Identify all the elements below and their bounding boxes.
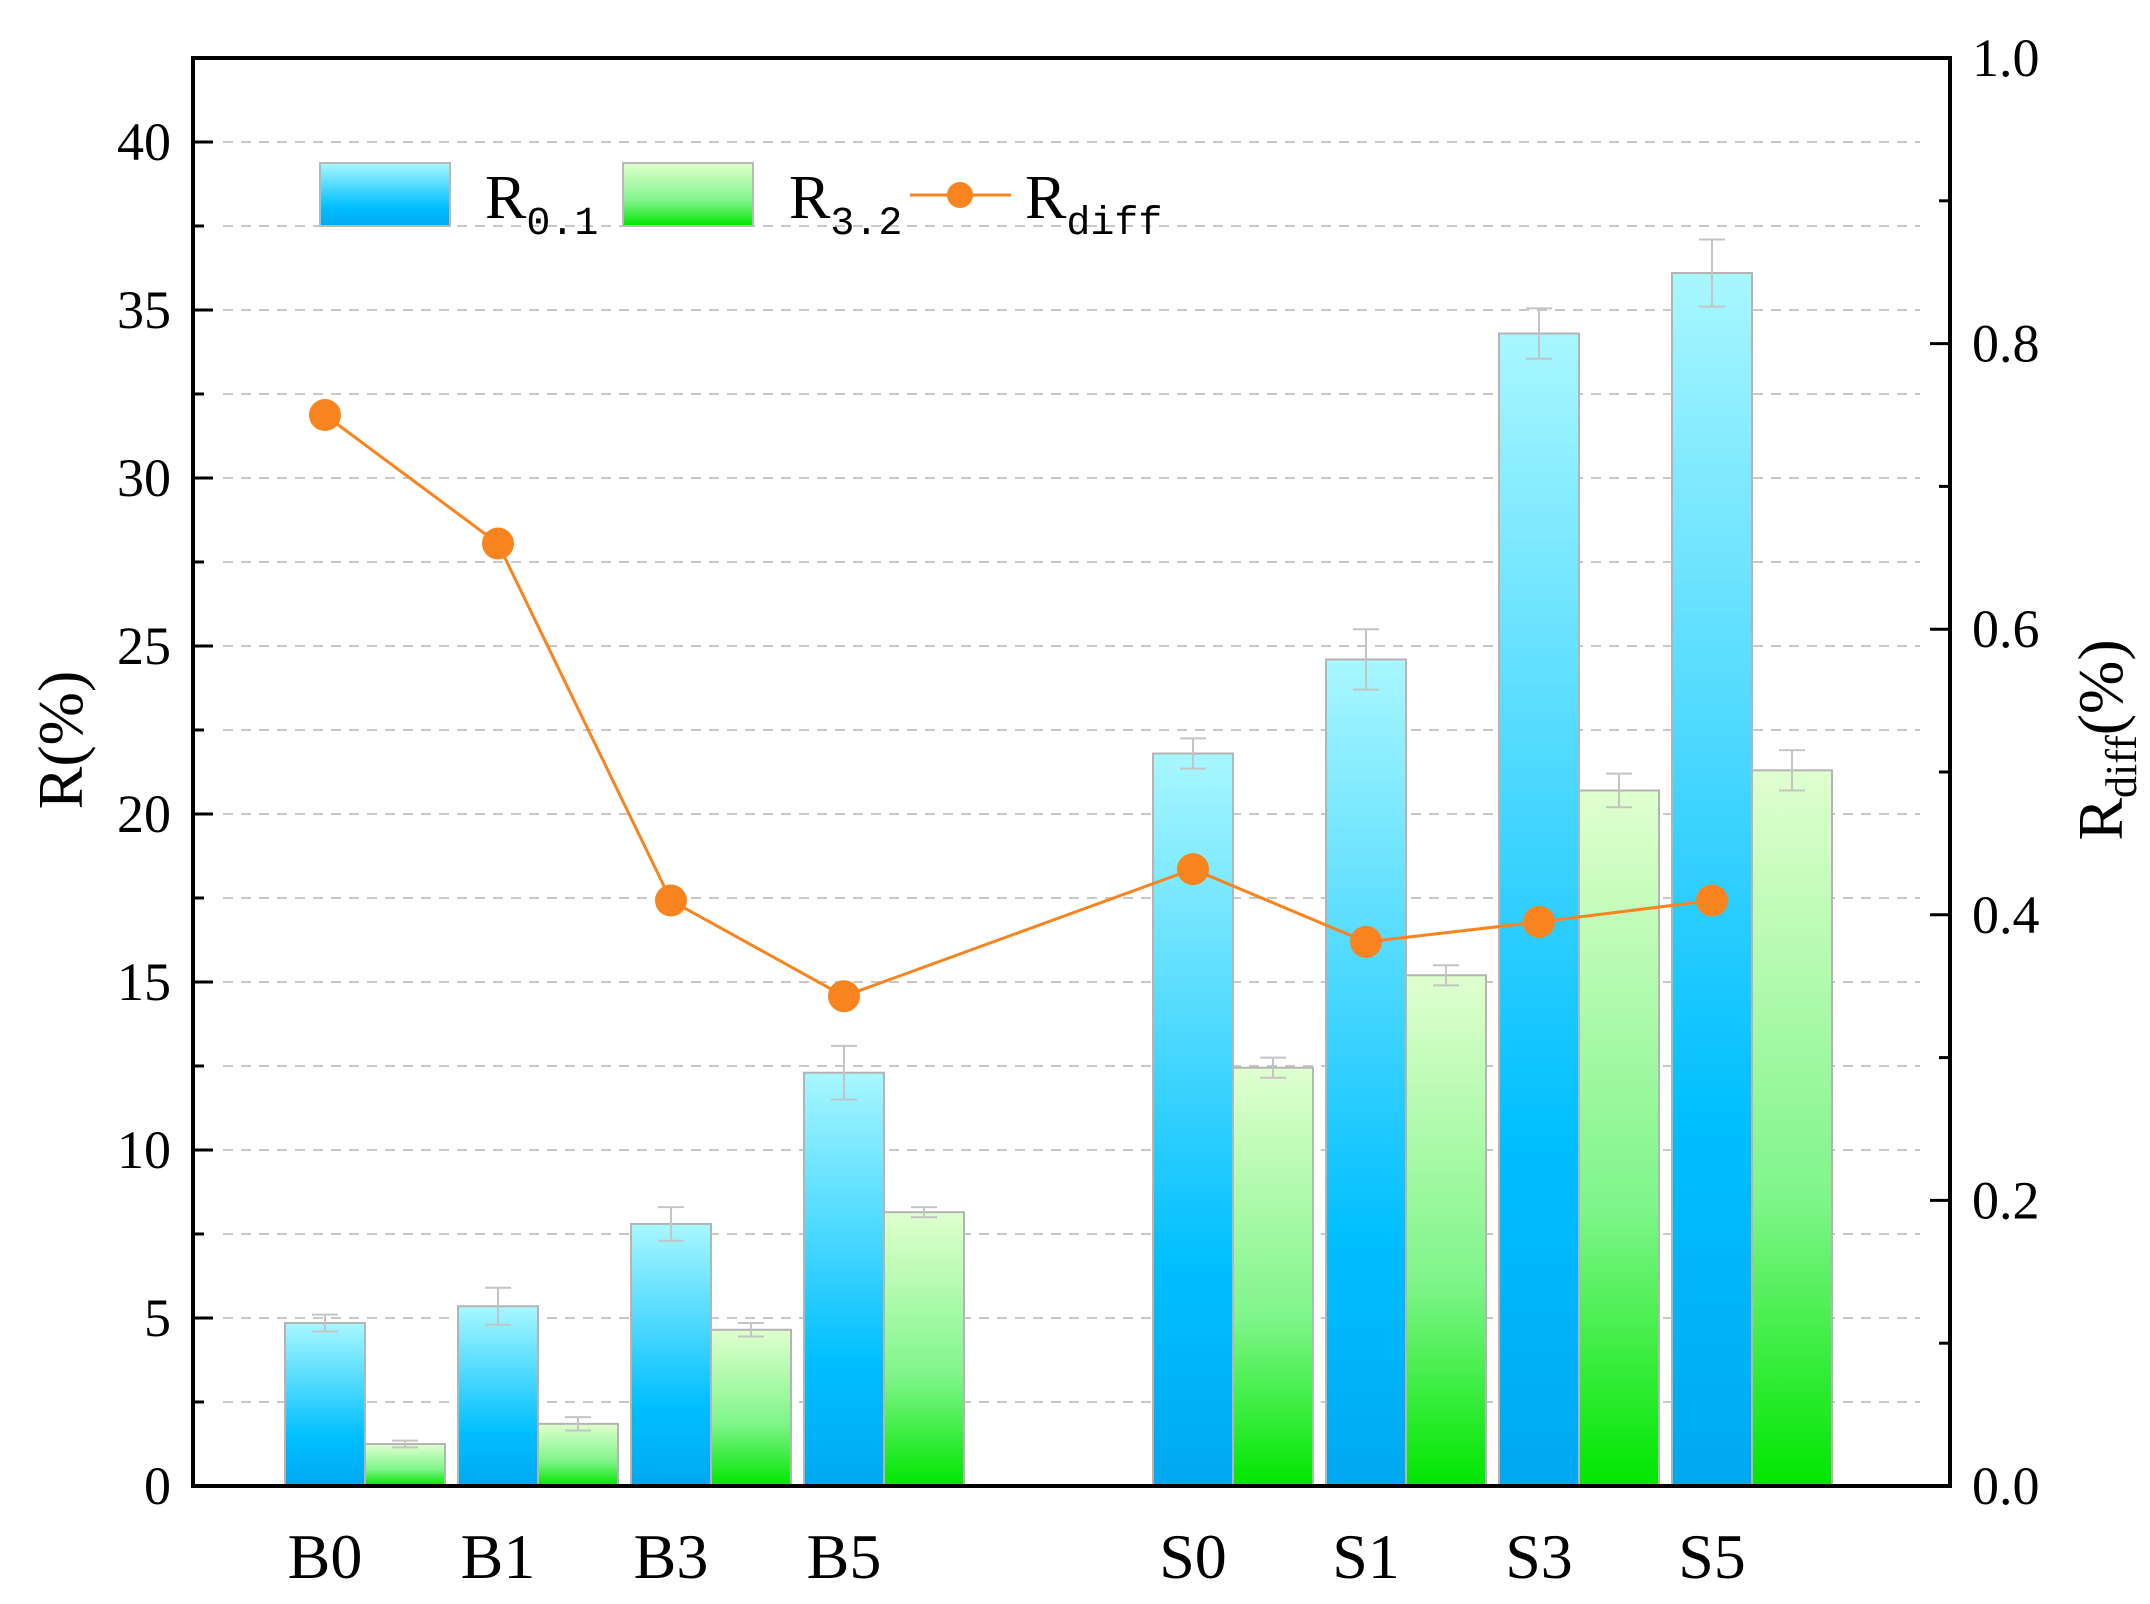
left-tick-label: 40	[117, 112, 171, 172]
rdiff-point-S1	[1350, 925, 1382, 958]
category-label-B1: B1	[461, 1521, 536, 1592]
axes: 0 5 10 15 20 25 30 35 40 0.0 0.2 0.4 0.6 0.8 1.0 B0 B1 B3…	[117, 28, 2040, 1592]
rdiff-line	[309, 399, 1728, 1013]
legend-label-r01-main: R	[485, 164, 527, 232]
rdiff-point-S5	[1696, 884, 1728, 917]
legend: R0.1 R3.2 Rdiff	[319, 162, 1162, 247]
left-tick-label: 15	[117, 952, 171, 1012]
left-tick-label: 25	[117, 616, 171, 676]
left-tick-label: 0	[144, 1456, 171, 1516]
bar-R01-S5	[1671, 272, 1753, 1487]
rdiff-point-B3	[655, 884, 687, 917]
rdiff-polyline	[324, 413, 1713, 998]
bar-R01-B1	[457, 1305, 539, 1487]
legend-label-r01: R0.1	[485, 164, 598, 247]
left-tick-label: 10	[117, 1120, 171, 1180]
left-axis-title: R(%)	[25, 671, 96, 810]
legend-label-rdiff-main: R	[1025, 164, 1067, 232]
bar-R01-S1	[1325, 658, 1407, 1487]
bar-R32-B3	[710, 1328, 792, 1488]
left-tick-label: 20	[117, 784, 171, 844]
legend-label-r01-sub: 0.1	[526, 202, 598, 247]
bar-R32-S3	[1578, 789, 1660, 1487]
rdiff-point-B1	[482, 527, 514, 560]
bar-R01-B0	[284, 1322, 366, 1488]
rdiff-point-B5	[828, 980, 860, 1013]
legend-marker-rdiff	[947, 182, 973, 208]
bar-R01-B3	[630, 1222, 712, 1488]
category-label-S5: S5	[1678, 1521, 1746, 1592]
rdiff-point-S3	[1523, 905, 1555, 938]
right-tick-label: 0.6	[1972, 599, 2040, 659]
bars	[284, 238, 1833, 1488]
rdiff-point-S0	[1177, 853, 1209, 886]
bar-R32-S5	[1751, 769, 1833, 1487]
legend-label-r32-sub: 3.2	[830, 202, 902, 247]
legend-label-r32: R3.2	[789, 164, 902, 247]
left-tick-label: 35	[117, 280, 171, 340]
right-axis-title-main: R	[2065, 798, 2136, 841]
bar-R32-B5	[883, 1211, 965, 1488]
bar-R32-B1	[537, 1422, 619, 1487]
legend-swatch-r01	[319, 162, 451, 227]
right-tick-label: 0.8	[1972, 314, 2040, 374]
right-axis-title: Rdiff(%)	[2065, 639, 2146, 840]
left-tick-label: 5	[144, 1288, 171, 1348]
right-tick-label: 0.2	[1972, 1170, 2040, 1230]
right-axis-title-rest: (%)	[2065, 639, 2136, 735]
category-label-S3: S3	[1505, 1521, 1573, 1592]
legend-label-r32-main: R	[789, 164, 831, 232]
legend-swatch-r32	[622, 162, 754, 227]
bar-R32-S1	[1405, 974, 1487, 1488]
right-axis-title-sub: diff	[2097, 735, 2146, 798]
bar-R32-B0	[364, 1443, 446, 1487]
bar-R01-B5	[803, 1071, 885, 1487]
right-tick-label: 1.0	[1972, 28, 2040, 88]
category-label-S0: S0	[1159, 1521, 1227, 1592]
legend-label-rdiff-sub: diff	[1066, 202, 1162, 247]
bar-R32-S0	[1232, 1066, 1314, 1488]
left-tick-label: 30	[117, 448, 171, 508]
category-label-S1: S1	[1332, 1521, 1400, 1592]
rdiff-point-B0	[309, 399, 341, 431]
category-label-B0: B0	[288, 1521, 363, 1592]
legend-label-rdiff: Rdiff	[1025, 164, 1162, 247]
right-tick-label: 0.4	[1972, 885, 2040, 945]
category-label-B3: B3	[634, 1521, 709, 1592]
right-tick-label: 0.0	[1972, 1456, 2040, 1516]
grid-lines	[223, 141, 1920, 1403]
category-label-B5: B5	[807, 1521, 882, 1592]
